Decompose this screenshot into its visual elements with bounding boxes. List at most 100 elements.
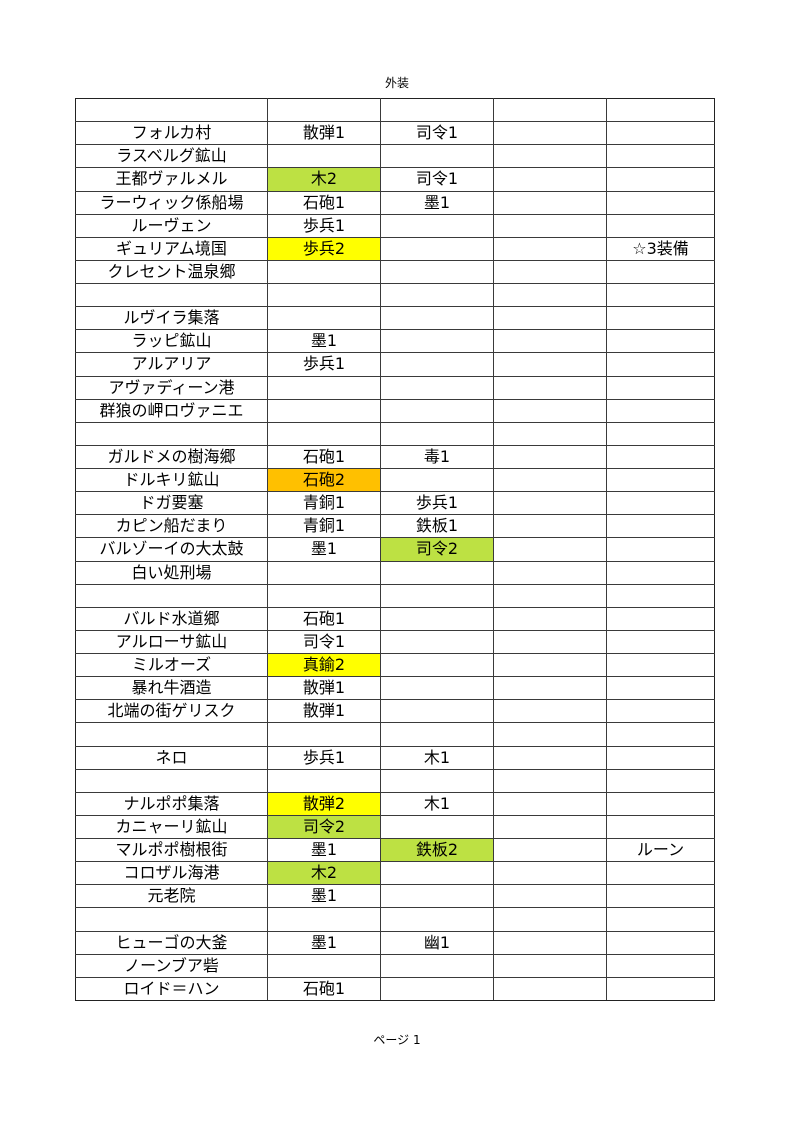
equipment-cell [606, 398, 715, 423]
table-row: ガルドメの樹海郷 石砲1 毒1 [75, 444, 715, 470]
equipment-cell [380, 97, 494, 123]
equipment-cell [267, 560, 381, 585]
equipment-cell [493, 930, 607, 955]
location-cell: ギュリアム境国 [75, 236, 268, 261]
equipment-cell [380, 329, 494, 354]
location-cell: ルーヴェン [75, 213, 268, 238]
equipment-cell [493, 722, 607, 747]
equipment-cell [606, 121, 715, 146]
equipment-cell [606, 282, 715, 308]
equipment-cell: 散弾1 [267, 676, 381, 701]
table-row: ネロ 歩兵1 木1 [75, 745, 715, 770]
location-cell: ロイド＝ハン [75, 976, 268, 1001]
equipment-cell [380, 953, 494, 978]
equipment-cell [493, 514, 607, 539]
table-row: 元老院 墨1 [75, 884, 715, 909]
equipment-cell [380, 375, 494, 400]
equipment-cell [493, 375, 607, 400]
table-row [75, 421, 715, 446]
equipment-cell [267, 583, 381, 608]
table-row: マルポポ樹根街 墨1 鉄板2 ルーン [75, 837, 715, 863]
table-row: 群狼の岬ロヴァニエ [75, 398, 715, 423]
equipment-cell [606, 467, 715, 493]
location-cell: ドルキリ鉱山 [75, 467, 268, 493]
table-row [75, 768, 715, 793]
location-cell: ミルオーズ [75, 652, 268, 678]
equipment-cell [493, 884, 607, 909]
equipment-cell [606, 953, 715, 978]
table-row: バルド水道郷 石砲1 [75, 606, 715, 631]
location-cell: ネロ [75, 745, 268, 770]
equipment-cell [380, 814, 494, 840]
table-row [75, 722, 715, 747]
equipment-cell [493, 352, 607, 377]
equipment-cell [493, 121, 607, 146]
location-cell: ラッピ鉱山 [75, 329, 268, 354]
equipment-cell [380, 236, 494, 261]
table-row: アヴァディーン港 [75, 375, 715, 400]
table-row [75, 583, 715, 608]
table-row: ノーンブア砦 [75, 953, 715, 978]
equipment-cell [493, 444, 607, 470]
equipment-cell: 墨1 [380, 190, 494, 215]
equipment-cell [380, 629, 494, 655]
equipment-cell [493, 421, 607, 446]
location-cell [75, 421, 268, 446]
location-cell [75, 282, 268, 308]
equipment-cell: 幽1 [380, 930, 494, 955]
equipment-cell [606, 259, 715, 285]
equipment-cell: 石砲2 [267, 467, 381, 493]
equipment-cell: 司令2 [267, 814, 381, 840]
equipment-cell [380, 976, 494, 1001]
equipment-cell: 木2 [267, 167, 381, 192]
equipment-cell [493, 491, 607, 516]
location-cell: フォルカ村 [75, 121, 268, 146]
equipment-cell [380, 398, 494, 423]
location-cell: 元老院 [75, 884, 268, 909]
location-cell: バルド水道郷 [75, 606, 268, 631]
equipment-cell [493, 213, 607, 238]
table-row: アルローサ鉱山 司令1 [75, 629, 715, 655]
equipment-cell [380, 722, 494, 747]
table-row [75, 97, 715, 123]
equipment-cell: 墨1 [267, 837, 381, 863]
location-cell: ナルポポ集落 [75, 791, 268, 816]
equipment-cell: 歩兵1 [380, 491, 494, 516]
location-cell [75, 583, 268, 608]
table-row [75, 907, 715, 932]
table-row: ラスベルグ鉱山 [75, 144, 715, 169]
equipment-cell: 歩兵2 [267, 236, 381, 261]
equipment-cell: 歩兵1 [267, 213, 381, 238]
equipment-cell [493, 745, 607, 770]
equipment-cell [606, 722, 715, 747]
equipment-cell [606, 676, 715, 701]
table-row: ルヴイラ集落 [75, 306, 715, 331]
equipment-cell [606, 375, 715, 400]
location-cell: バルゾーイの大太鼓 [75, 537, 268, 562]
table-row: 暴れ牛酒造 散弾1 [75, 676, 715, 701]
equipment-cell: 司令1 [380, 167, 494, 192]
location-cell: アヴァディーン港 [75, 375, 268, 400]
equipment-cell [267, 421, 381, 446]
equipment-cell: 石砲1 [267, 976, 381, 1001]
table-row: ルーヴェン 歩兵1 [75, 213, 715, 238]
location-cell: アルローサ鉱山 [75, 629, 268, 655]
equipment-cell: 石砲1 [267, 190, 381, 215]
equipment-cell: 墨1 [267, 537, 381, 562]
equipment-cell [380, 144, 494, 169]
equipment-cell: 歩兵1 [267, 352, 381, 377]
table-row: カピン船だまり 青銅1 鉄板1 [75, 514, 715, 539]
equipment-cell [606, 560, 715, 585]
equipment-cell [493, 537, 607, 562]
equipment-cell [606, 329, 715, 354]
location-cell [75, 768, 268, 793]
equipment-cell [380, 282, 494, 308]
equipment-cell [380, 676, 494, 701]
equipment-cell [606, 629, 715, 655]
equipment-cell [493, 629, 607, 655]
page-footer-number: ページ 1 [373, 1033, 421, 1047]
equipment-cell [267, 953, 381, 978]
equipment-cell [380, 699, 494, 724]
equipment-cell [606, 884, 715, 909]
table-row: ナルポポ集落 散弾2 木1 [75, 791, 715, 816]
